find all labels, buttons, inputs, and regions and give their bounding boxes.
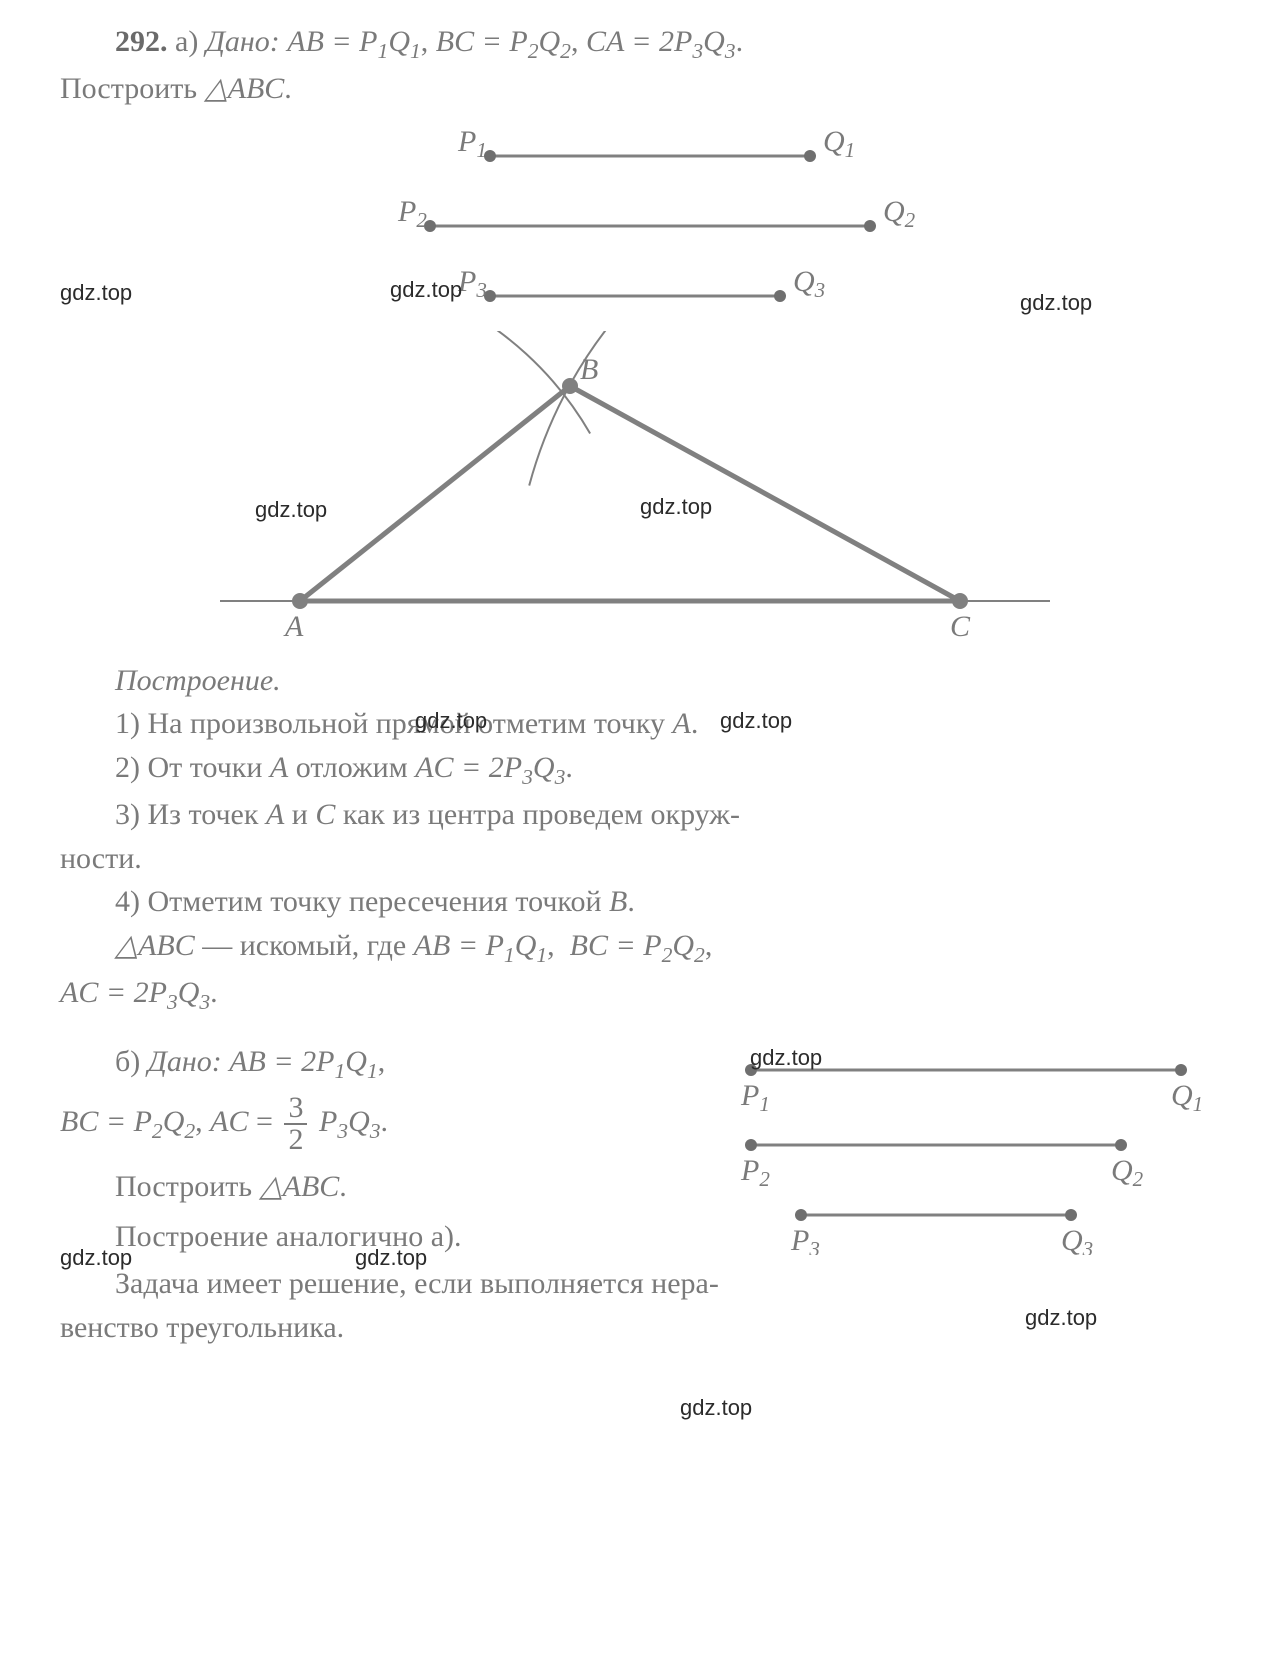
segments-svg-b: P1Q1P2Q2P3Q3 — [701, 1045, 1221, 1255]
triangle-svg: A B C — [180, 331, 1080, 651]
figure-segments-b: P1Q1P2Q2P3Q3 — [701, 1045, 1221, 1255]
eq-a2: BC = P2Q2 — [436, 25, 571, 58]
part-b-block: P1Q1P2Q2P3Q3 б) Дано: AB = 2P1Q1, BC = P… — [60, 1040, 1221, 1258]
conclusion-a: △ABC — искомый, где AB = P1Q1, BC = P2Q2… — [60, 924, 1221, 971]
segments-svg-a: P1Q1P2Q2P3Q3 — [340, 121, 980, 321]
step-3: 3) Из точек A и C как из центра проведем… — [60, 793, 1221, 837]
final-note-1: Задача имеет решение, если выполняется н… — [60, 1262, 1221, 1306]
problem-header: 292. а) Дано: AB = P1Q1, BC = P2Q2, CA =… — [60, 20, 1221, 67]
step-3b: ности. — [60, 837, 1221, 881]
fraction-3-2: 3 2 — [284, 1093, 307, 1155]
figure-segments-a: P1Q1P2Q2P3Q3 — [340, 121, 1221, 321]
figure-triangle: A B C — [180, 331, 1221, 651]
svg-text:B: B — [580, 353, 598, 386]
page: 292. а) Дано: AB = P1Q1, BC = P2Q2, CA =… — [0, 0, 1281, 1389]
problem-number: 292. — [115, 25, 168, 58]
step-4: 4) Отметим точку пересечения точкой B. — [60, 880, 1221, 924]
watermark: gdz.top — [680, 1395, 752, 1421]
watermark: gdz.top — [60, 280, 132, 306]
eq-a3: CA = 2P3Q3 — [586, 25, 736, 58]
conclusion-a2: AC = 2P3Q3. — [60, 971, 1221, 1018]
step-2: 2) От точки A отложим AC = 2P3Q3. — [60, 746, 1221, 793]
given-label-b: Дано: — [148, 1045, 222, 1078]
given-label-a: Дано: — [206, 25, 280, 58]
final-note-2: венство треугольника. — [60, 1306, 1221, 1350]
build-a: Построить △ABC. — [60, 67, 1221, 111]
svg-text:A: A — [283, 610, 304, 643]
svg-text:C: C — [950, 610, 971, 643]
step-1: 1) На произвольной прямой отметим точку … — [60, 702, 1221, 746]
eq-a1: AB = P1Q1 — [287, 25, 421, 58]
construction-title: Построение. — [60, 659, 1221, 703]
